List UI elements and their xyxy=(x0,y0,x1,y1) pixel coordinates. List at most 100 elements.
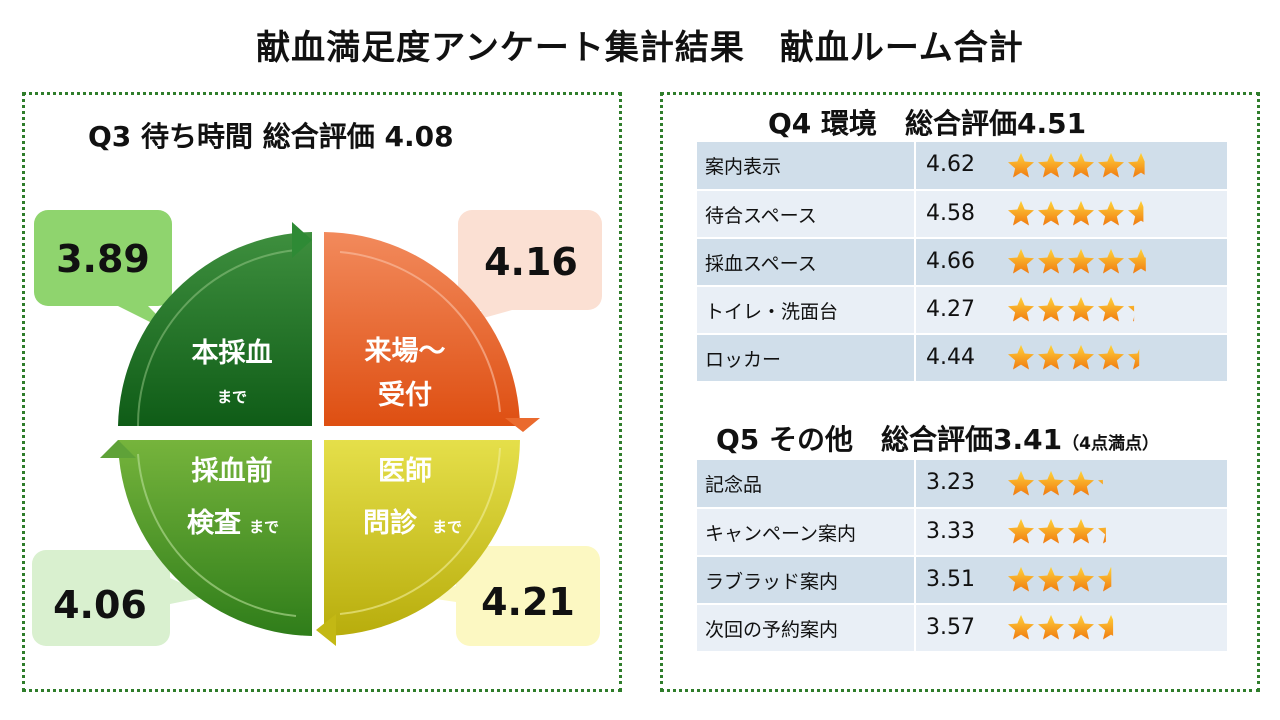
star-icon xyxy=(1068,200,1094,226)
quadrant-bottom-left: 採血前 検査 まで xyxy=(100,440,312,636)
star-icon xyxy=(1068,518,1094,544)
q4-row-label: ロッカー xyxy=(697,334,916,382)
q4-row-stars xyxy=(1006,295,1156,325)
q5-row: ラブラッド案内 3.51 xyxy=(697,556,1227,604)
star-icon xyxy=(1068,152,1094,177)
quadrant-bottom-right: 医師 問診 まで xyxy=(316,440,520,646)
star-icon xyxy=(1038,296,1064,322)
star-icon xyxy=(1068,614,1094,640)
star-icon xyxy=(1068,566,1094,592)
q4-row-stars xyxy=(1006,151,1156,181)
q4-row-score-cell: 4.27 xyxy=(915,286,1227,334)
q4-row: 案内表示 4.62 xyxy=(697,142,1227,190)
q4-title-score: 4.51 xyxy=(1017,107,1087,140)
q5-row-label: キャンペーン案内 xyxy=(697,508,916,556)
q4-row: 待合スペース 4.58 xyxy=(697,190,1227,238)
q4-row-score: 4.44 xyxy=(926,344,975,370)
star-icon xyxy=(1038,344,1064,370)
score-top-right: 4.16 xyxy=(484,240,578,284)
q5-row-score: 3.33 xyxy=(926,518,975,544)
star-icon xyxy=(1128,152,1145,177)
quadrant-top-left: 本採血 まで xyxy=(118,222,312,427)
q5-title-score: 3.41 xyxy=(993,423,1063,456)
star-icon xyxy=(1038,152,1064,177)
q4-row-score-cell: 4.66 xyxy=(915,238,1227,286)
q5-row-score-cell: 3.23 xyxy=(915,460,1227,508)
callout-top-right: 4.16 xyxy=(458,210,602,324)
star-icon xyxy=(1008,518,1034,544)
q5-title: Q5 その他 総合評価3.41（4点満点） xyxy=(716,418,1159,458)
q4-row-label: トイレ・洗面台 xyxy=(697,286,916,334)
star-icon xyxy=(1038,566,1064,592)
q4-row-score-cell: 4.62 xyxy=(915,142,1227,190)
q4-row: トイレ・洗面台 4.27 xyxy=(697,286,1227,334)
q4-row-label: 採血スペース xyxy=(697,238,916,286)
score-top-left: 3.89 xyxy=(56,237,150,281)
star-icon xyxy=(1008,152,1034,177)
star-icon xyxy=(1008,614,1034,640)
q5-row-score: 3.51 xyxy=(926,566,975,592)
q4-row: 採血スペース 4.66 xyxy=(697,238,1227,286)
label-bottom-right-line2: 問診 xyxy=(363,507,418,539)
q5-row-score-cell: 3.51 xyxy=(915,556,1227,604)
star-icon xyxy=(1128,248,1146,274)
star-icon xyxy=(1008,566,1034,592)
star-icon xyxy=(1098,566,1112,592)
star-icon xyxy=(1008,344,1034,370)
star-icon xyxy=(1098,200,1124,226)
q4-row-score-cell: 4.44 xyxy=(915,334,1227,382)
q4-row-stars xyxy=(1006,343,1156,373)
q4-rows: 案内表示 4.62 待合スペース 4.58 採血スペース 4.66 トイレ・洗面台 4.27 ロ… xyxy=(697,142,1227,382)
star-icon xyxy=(1038,470,1064,495)
q4-row: ロッカー 4.44 xyxy=(697,334,1227,382)
q5-row-score-cell: 3.33 xyxy=(915,508,1227,556)
q4-title-prefix: Q4 環境 総合評価 xyxy=(768,107,1018,140)
star-icon xyxy=(1008,248,1034,274)
q5-rows: 記念品 3.23 キャンペーン案内 3.33 ラブラッド案内 3.51 次回の予約案内 3.5… xyxy=(697,460,1227,652)
q5-row-stars xyxy=(1006,517,1126,547)
q5-row-score: 3.23 xyxy=(926,470,975,495)
q3-panel xyxy=(22,92,622,692)
q5-title-prefix: Q5 その他 総合評価 xyxy=(716,423,994,456)
star-icon xyxy=(1008,470,1034,495)
q5-title-note: （4点満点） xyxy=(1062,434,1159,454)
waiting-time-wheel: 3.89 4.16 4.21 4.06 本採血 まで 来場～ 受付 医師 問診 … xyxy=(32,210,602,646)
label-top-left-main: 本採血 xyxy=(192,338,273,369)
label-top-left-sub: まで xyxy=(217,388,247,406)
q5-row-score: 3.57 xyxy=(926,614,975,640)
q4-row-label: 案内表示 xyxy=(697,142,916,190)
q4-title: Q4 環境 総合評価4.51 xyxy=(768,102,1086,142)
q5-row-label: ラブラッド案内 xyxy=(697,556,916,604)
star-icon xyxy=(1038,614,1064,640)
star-icon xyxy=(1008,296,1034,322)
q4-row-score: 4.27 xyxy=(926,296,975,322)
star-icon xyxy=(1068,296,1094,322)
star-icon xyxy=(1068,248,1094,274)
star-icon xyxy=(1068,344,1094,370)
q5-row-stars xyxy=(1006,565,1126,595)
label-bottom-left-line2: 検査 xyxy=(187,508,241,539)
label-bottom-right-line1: 医師 xyxy=(378,456,432,487)
star-icon xyxy=(1038,248,1064,274)
q5-row-stars xyxy=(1006,613,1126,643)
q5-row: キャンペーン案内 3.33 xyxy=(697,508,1227,556)
label-top-right-line2: 受付 xyxy=(378,379,432,411)
q4-row-label: 待合スペース xyxy=(697,190,916,238)
star-icon xyxy=(1068,470,1094,495)
label-bottom-left-sub: まで xyxy=(249,518,279,536)
callout-top-left: 3.89 xyxy=(34,210,178,336)
star-icon xyxy=(1128,349,1140,370)
label-top-right-line1: 来場～ xyxy=(365,336,446,367)
q4-row-score: 4.58 xyxy=(926,200,975,226)
q5-row: 次回の予約案内 3.57 xyxy=(697,604,1227,652)
star-icon xyxy=(1098,527,1106,544)
q5-row-score-cell: 3.57 xyxy=(915,604,1227,652)
q5-row-stars xyxy=(1006,469,1126,499)
star-icon xyxy=(1098,479,1103,484)
page-title: 献血満足度アンケート集計結果 献血ルーム合計 xyxy=(256,28,1024,68)
score-bottom-left: 4.06 xyxy=(53,583,147,627)
star-icon xyxy=(1098,248,1124,274)
star-icon xyxy=(1098,296,1124,322)
callout-bottom-left: 4.06 xyxy=(32,550,210,646)
star-icon xyxy=(1038,518,1064,544)
